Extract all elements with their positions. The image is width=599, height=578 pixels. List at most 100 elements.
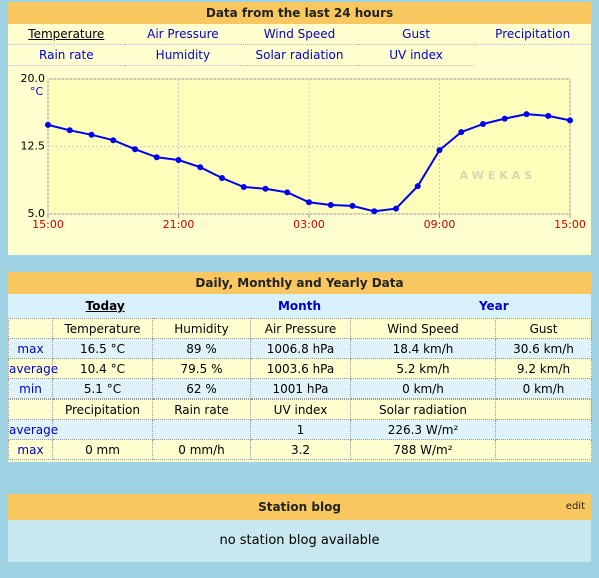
data-row: max 0 mm 0 mm/h 3.2 788 W/m² [8, 439, 592, 460]
tabs: Temperature Air Pressure Wind Speed Gust Pre… [8, 24, 591, 66]
tab[interactable]: Year [478, 299, 509, 313]
data-row: average 1 226.3 W/m² [8, 419, 592, 440]
tab[interactable]: Wind Speed [241, 24, 358, 45]
column-header: Precipitation [52, 399, 153, 420]
cell: 5.1 °C [52, 378, 153, 399]
tabs: Today Month Year [8, 294, 591, 318]
data-row: average 10.4 °C 79.5 % 1003.6 hPa 5.2 km/h 9.… [8, 358, 592, 379]
cell: 89 % [152, 338, 251, 359]
point [458, 129, 465, 136]
tab[interactable]: Gust [357, 24, 475, 45]
point [480, 121, 486, 127]
point [197, 164, 204, 171]
column-header: Temperature [52, 318, 153, 339]
point [501, 115, 508, 122]
cell: 788 W/m² [350, 439, 496, 460]
x-tick-label: 21:00 [163, 218, 195, 231]
tab[interactable]: Rain rate [8, 45, 125, 66]
point [45, 121, 51, 128]
blog-message: no station blog available [219, 533, 380, 548]
point [523, 111, 530, 118]
cell [495, 439, 592, 460]
cell: 1003.6 hPa [250, 358, 351, 379]
cell: 0 km/h [350, 378, 496, 399]
row-label: min [8, 378, 53, 399]
cell [152, 419, 251, 440]
y-axis-label: °C [30, 85, 44, 98]
panel-title: Daily, Monthly and Yearly Data [8, 272, 591, 294]
point [414, 183, 421, 190]
cell: 79.5 % [152, 358, 251, 379]
row-label: max [8, 338, 53, 359]
y-tick-label: 12.5 [21, 140, 46, 153]
tab[interactable]: UV index [357, 45, 475, 66]
cell: 1 [250, 419, 351, 440]
column-header [8, 399, 53, 420]
panel-title: Station blog edit [8, 494, 591, 520]
tab[interactable]: Temperature [8, 24, 125, 45]
cell [52, 419, 153, 440]
point [262, 185, 269, 192]
point [284, 189, 291, 196]
cell: 30.6 km/h [495, 338, 592, 359]
tab[interactable]: Solar radiation [241, 45, 358, 66]
cell: 1001 hPa [250, 378, 351, 399]
cell: 18.4 km/h [350, 338, 496, 359]
point [306, 199, 312, 206]
point [349, 202, 356, 209]
stats-table: Temperature Humidity Air Pressure Wind Spee… [8, 318, 592, 399]
stats-panel: Daily, Monthly and Yearly Data Today Mont… [8, 272, 592, 462]
row-label: average [8, 419, 58, 440]
header-row: Temperature Humidity Air Pressure Wind Spee… [8, 318, 592, 339]
point [110, 137, 117, 144]
cell [495, 419, 592, 440]
cell: 0 mm/h [152, 439, 251, 460]
column-header: Air Pressure [250, 318, 351, 339]
header-row: Precipitation Rain rate UV index Solar radi… [8, 399, 592, 420]
row-label: max [8, 439, 53, 460]
point [327, 202, 334, 208]
tab[interactable]: Air Pressure [124, 24, 242, 45]
cell: 16.5 °C [52, 338, 153, 359]
column-header: Humidity [152, 318, 251, 339]
point [219, 175, 225, 181]
cell: 226.3 W/m² [350, 419, 496, 440]
point [66, 127, 73, 134]
x-tick-label: 15:00 [554, 218, 586, 231]
tab[interactable]: Humidity [124, 45, 242, 66]
point [88, 131, 95, 138]
stats-table: Precipitation Rain rate UV index Solar radi… [8, 399, 592, 460]
chart: AWEKAS °C 5.0 12.5 20.0 15:00 21:00 03:00 09:00 1… [21, 72, 586, 231]
point [393, 205, 399, 212]
cell: 5.2 km/h [350, 358, 496, 379]
data-row: min 5.1 °C 62 % 1001 hPa 0 km/h 0 km/h [8, 378, 592, 399]
column-header: Gust [495, 318, 592, 339]
cell: 1006.8 hPa [250, 338, 351, 359]
x-tick-label: 03:00 [293, 218, 325, 231]
column-header: UV index [250, 399, 351, 420]
x-tick-label: 15:00 [32, 218, 64, 231]
data-row: max 16.5 °C 89 % 1006.8 hPa 18.4 km/h 30.6 km… [8, 338, 592, 359]
column-header: Solar radiation [350, 399, 496, 420]
column-header [495, 399, 592, 420]
tab[interactable]: Precipitation [474, 24, 591, 45]
y-tick-label: 5.0 [28, 207, 46, 220]
column-header [8, 318, 53, 339]
point [436, 147, 443, 154]
point [240, 184, 247, 190]
cell: 10.4 °C [52, 358, 153, 379]
point [153, 154, 160, 161]
chart-panel: Data from the last 24 hours Temperature A… [8, 2, 591, 255]
point [545, 112, 552, 119]
point [132, 146, 138, 153]
row-label: average [8, 358, 58, 379]
column-header: Rain rate [152, 399, 251, 420]
cell: 9.2 km/h [495, 358, 592, 379]
point [175, 157, 182, 163]
cell: 3.2 [250, 439, 351, 460]
point [567, 117, 573, 124]
edit-link[interactable]: edit [565, 501, 585, 512]
watermark: AWEKAS [460, 169, 537, 182]
tab[interactable]: Month [277, 299, 321, 313]
tab[interactable]: Today [85, 299, 125, 313]
